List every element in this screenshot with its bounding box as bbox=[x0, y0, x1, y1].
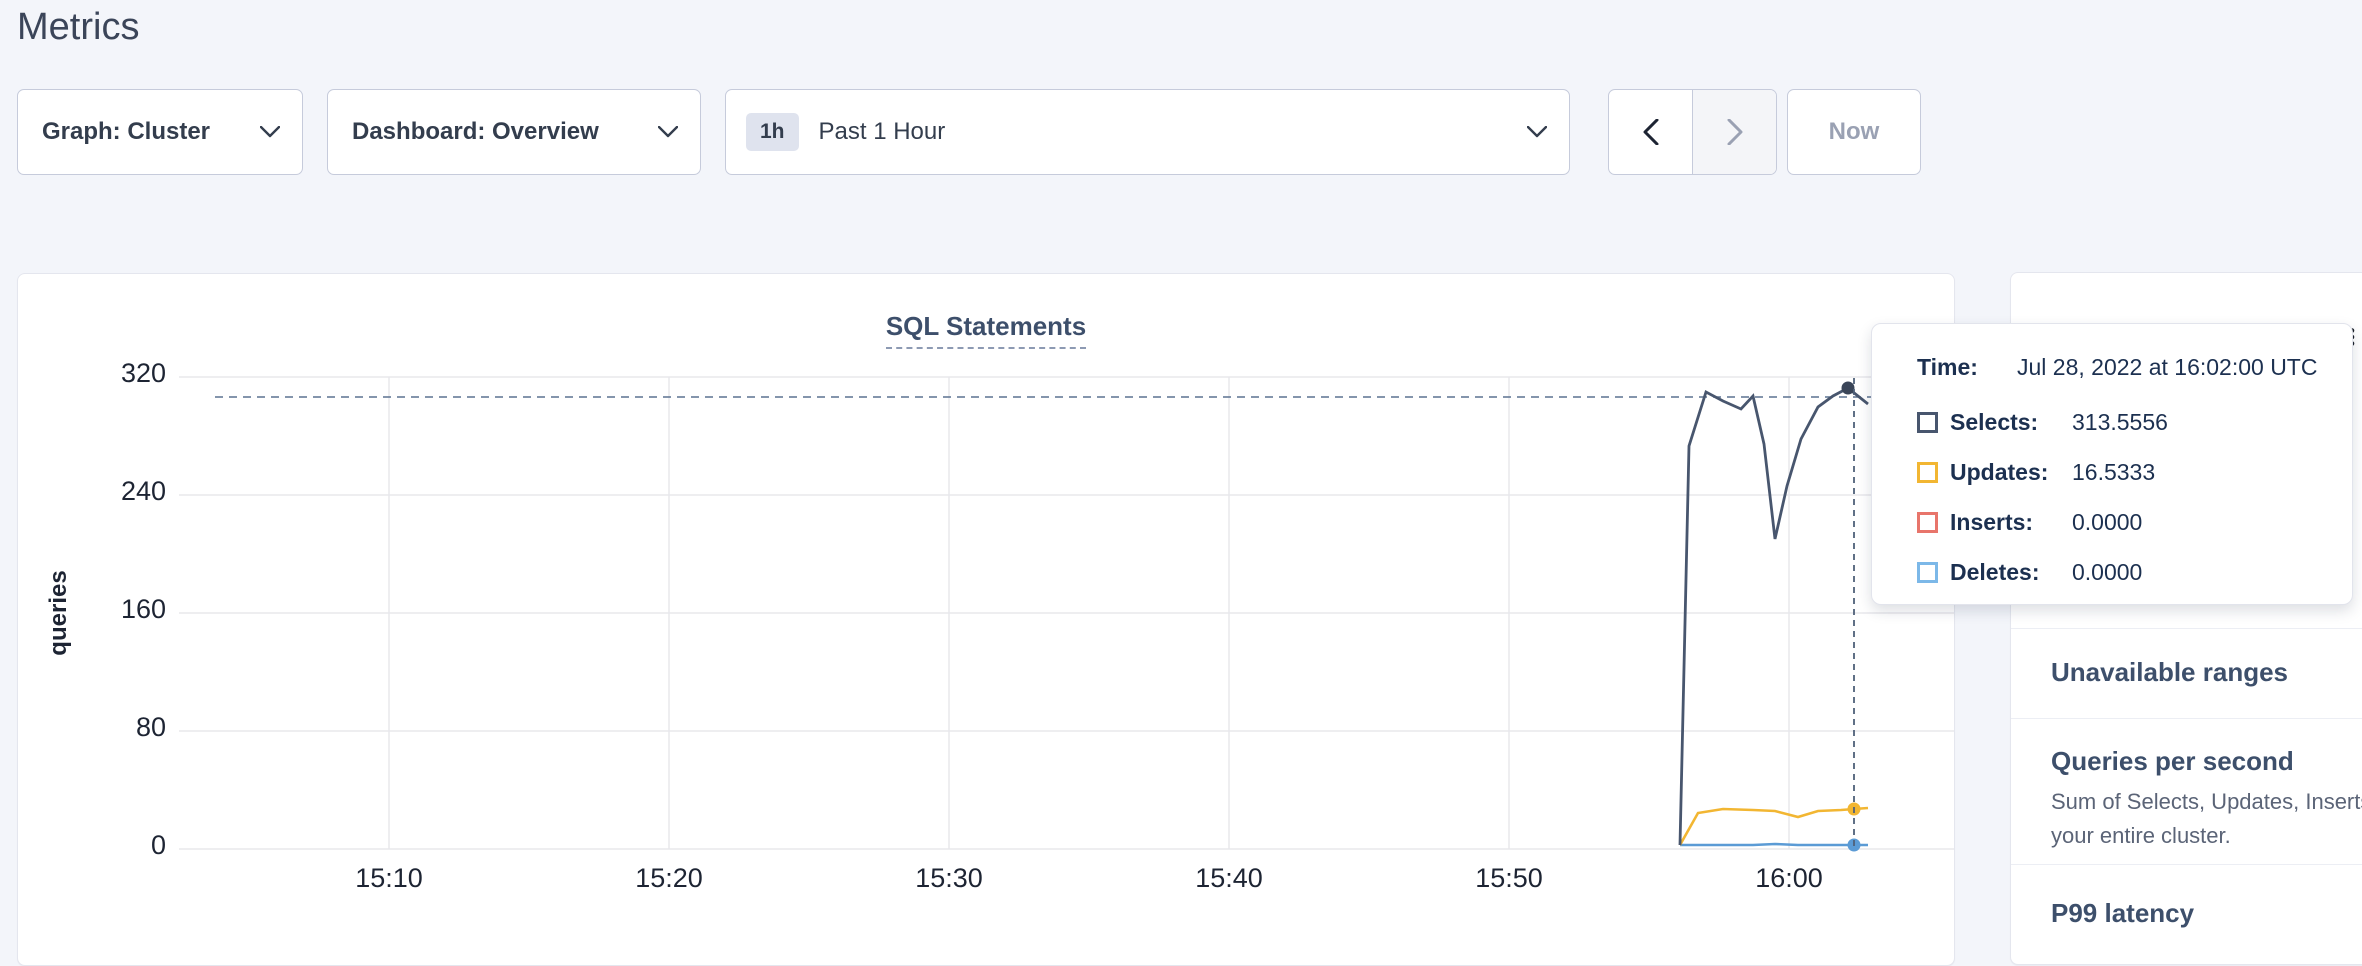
svg-text:320: 320 bbox=[121, 358, 166, 388]
svg-text:16:00: 16:00 bbox=[1755, 863, 1823, 893]
svg-text:15:10: 15:10 bbox=[355, 863, 423, 893]
svg-text:0: 0 bbox=[151, 830, 166, 860]
svg-text:15:20: 15:20 bbox=[635, 863, 703, 893]
svg-text:160: 160 bbox=[121, 594, 166, 624]
svg-text:15:30: 15:30 bbox=[915, 863, 983, 893]
svg-text:15:50: 15:50 bbox=[1475, 863, 1543, 893]
svg-text:15:40: 15:40 bbox=[1195, 863, 1263, 893]
svg-text:240: 240 bbox=[121, 476, 166, 506]
svg-text:queries: queries bbox=[45, 570, 72, 655]
svg-text:80: 80 bbox=[136, 712, 166, 742]
